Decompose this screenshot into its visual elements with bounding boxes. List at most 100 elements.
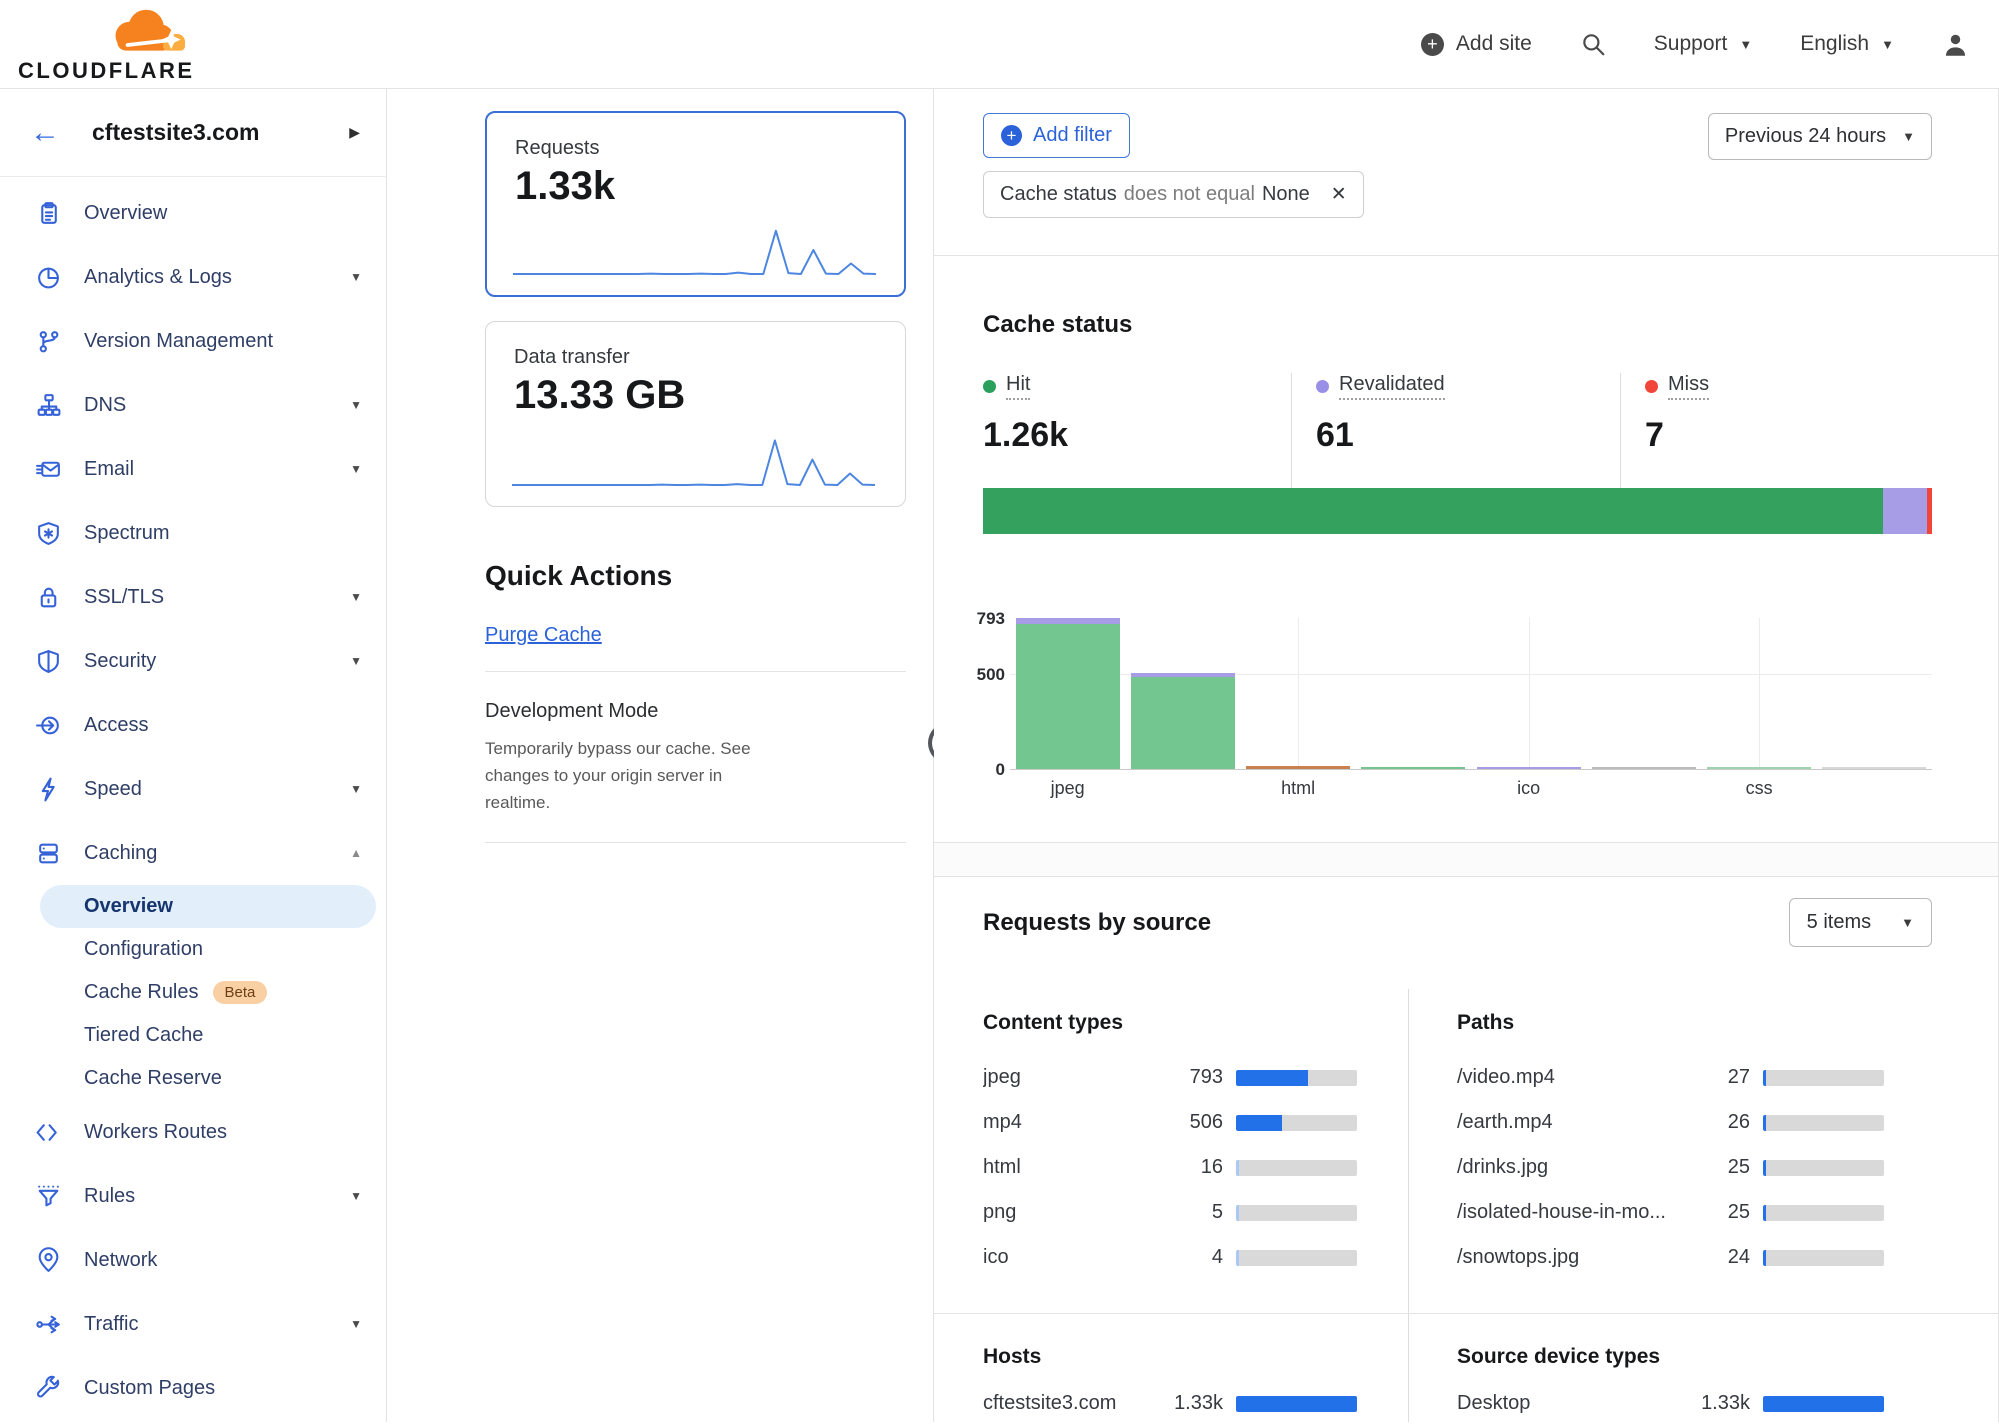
add-filter-button[interactable]: + Add filter <box>983 113 1130 158</box>
chart-bar-unlabeled[interactable] <box>1361 767 1466 769</box>
sidebar-item-label: Traffic <box>84 1312 139 1335</box>
sidebar-subitem-label: Cache Rules <box>84 981 199 1003</box>
source-device-types-title: Source device types <box>1457 1345 1661 1368</box>
sidebar-item-spectrum[interactable]: Spectrum <box>0 501 386 565</box>
data-transfer-metric-card[interactable]: Data transfer 13.33 GB <box>485 321 906 507</box>
sidebar-item-speed[interactable]: Speed ▼ <box>0 757 386 821</box>
x-axis-tick <box>1586 778 1701 799</box>
sidebar-subitem-cache-reserve[interactable]: Cache Reserve <box>40 1057 376 1100</box>
site-switcher-chevron-icon[interactable]: ▶ <box>349 124 360 140</box>
development-mode-description: Temporarily bypass our cache. See change… <box>485 739 751 812</box>
sidebar-item-custom-pages[interactable]: Custom Pages <box>0 1356 386 1420</box>
user-icon[interactable] <box>1942 31 1969 58</box>
sidebar-subitem-overview[interactable]: Overview <box>40 885 376 928</box>
sidebar-item-workers-routes[interactable]: Workers Routes <box>0 1100 386 1164</box>
content-type-row: mp4 506 <box>983 1100 1357 1145</box>
caret-down-icon: ▼ <box>350 398 362 412</box>
sidebar-item-email[interactable]: Email ▼ <box>0 437 386 501</box>
sidebar-item-network[interactable]: Network <box>0 1228 386 1292</box>
content-type-value: 5 <box>1211 1201 1223 1223</box>
data-transfer-value: 13.33 GB <box>514 373 686 417</box>
chart-bar-slot <box>1241 618 1356 769</box>
chart-bar-jpeg[interactable] <box>1015 618 1120 769</box>
remove-filter-icon[interactable]: ✕ <box>1330 184 1347 205</box>
divider <box>934 255 1998 256</box>
path-bar-track <box>1763 1114 1884 1131</box>
sidebar-subitem-cache-rules[interactable]: Cache Rules Beta <box>40 971 376 1014</box>
path-label: /drinks.jpg <box>1457 1156 1549 1178</box>
chart-bar-html[interactable] <box>1246 766 1351 769</box>
content-type-label: ico <box>983 1246 1009 1268</box>
filter-chip[interactable]: Cache status does not equal None ✕ <box>983 171 1364 218</box>
divider <box>485 671 906 672</box>
stat-value: 7 <box>1645 416 1664 454</box>
top-header: CLOUDFLARE + Add site Support ▼ English … <box>0 0 1999 89</box>
time-range-dropdown[interactable]: Previous 24 hours ▼ <box>1707 113 1932 160</box>
path-label: /earth.mp4 <box>1457 1111 1553 1133</box>
filter-chip-value: None <box>1261 183 1310 205</box>
search-icon[interactable] <box>1580 31 1606 57</box>
host-value: 1.33k <box>1174 1392 1223 1414</box>
analytics-icon <box>33 264 63 291</box>
device-value: 1.33k <box>1701 1392 1750 1414</box>
path-value: 26 <box>1727 1111 1750 1133</box>
sidebar-item-analytics-logs[interactable]: Analytics & Logs ▼ <box>0 245 386 309</box>
sidebar-item-caching[interactable]: Caching ▲ <box>0 821 386 885</box>
divider <box>934 1313 1998 1314</box>
sidebar-subitem-label: Cache Reserve <box>84 1067 222 1089</box>
chart-bar-unlabeled[interactable] <box>1822 767 1927 769</box>
x-axis-tick <box>1817 778 1932 799</box>
caret-down-icon: ▼ <box>1901 915 1914 930</box>
content-type-row: jpeg 793 <box>983 1055 1357 1100</box>
language-menu[interactable]: English ▼ <box>1800 32 1894 56</box>
sidebar-item-label: Email <box>84 457 135 480</box>
legend-dot-hit <box>983 380 996 393</box>
content-type-value: 506 <box>1189 1111 1223 1133</box>
content-type-row: ico 4 <box>983 1235 1357 1280</box>
sidebar-item-version-management[interactable]: Version Management <box>0 309 386 373</box>
filter-chip-operator: does not equal <box>1123 183 1255 205</box>
chart-bar-slot <box>1010 618 1125 769</box>
sidebar-item-label: Security <box>84 649 157 672</box>
purge-cache-link[interactable]: Purge Cache <box>485 624 602 646</box>
sidebar-item-label: Custom Pages <box>84 1376 216 1399</box>
caret-down-icon: ▼ <box>1881 36 1894 52</box>
add-site-button[interactable]: + Add site <box>1420 32 1532 56</box>
sidebar-item-overview[interactable]: Overview <box>0 181 386 245</box>
chart-bar-unlabeled[interactable] <box>1130 672 1235 769</box>
rules-icon <box>33 1183 63 1210</box>
bar-segment-hit <box>1361 767 1466 769</box>
chart-plot-area <box>1010 618 1932 770</box>
path-bar-track <box>1763 1204 1884 1221</box>
requests-metric-card[interactable]: Requests 1.33k <box>485 111 906 297</box>
back-arrow-icon[interactable]: ← <box>30 115 60 149</box>
sidebar-item-security[interactable]: Security ▼ <box>0 629 386 693</box>
cache-status-title: Cache status <box>983 311 1133 338</box>
sidebar-item-rules[interactable]: Rules ▼ <box>0 1164 386 1228</box>
sidebar-subitem-configuration[interactable]: Configuration <box>40 928 376 971</box>
caret-down-icon: ▼ <box>350 1189 362 1203</box>
path-row: /video.mp4 27 <box>1457 1055 1884 1100</box>
chart-bar-css[interactable] <box>1707 767 1812 769</box>
sidebar-item-ssl-tls[interactable]: SSL/TLS ▼ <box>0 565 386 629</box>
sidebar-subitem-tiered-cache[interactable]: Tiered Cache <box>40 1014 376 1057</box>
sidebar-item-access[interactable]: Access <box>0 693 386 757</box>
chart-bar-ico[interactable] <box>1476 767 1581 769</box>
content-type-label: jpeg <box>983 1066 1021 1088</box>
caret-down-icon: ▼ <box>350 270 362 284</box>
add-site-label: Add site <box>1455 32 1532 55</box>
chart-bar-unlabeled[interactable] <box>1591 767 1696 769</box>
sidebar-item-traffic[interactable]: Traffic ▼ <box>0 1292 386 1356</box>
support-menu[interactable]: Support ▼ <box>1654 32 1752 56</box>
content-type-bar-fill <box>1236 1204 1239 1221</box>
host-bar-track <box>1236 1395 1357 1412</box>
bar-segment-revalidated <box>1130 672 1235 678</box>
content-type-bar-track <box>1236 1114 1357 1131</box>
items-count-dropdown[interactable]: 5 items ▼ <box>1788 898 1932 947</box>
sidebar-item-label: Analytics & Logs <box>84 265 232 288</box>
chart-bar-slot <box>1817 618 1932 769</box>
sidebar-item-label: SSL/TLS <box>84 585 165 608</box>
plus-circle-icon: + <box>1420 32 1444 56</box>
sidebar-item-dns[interactable]: DNS ▼ <box>0 373 386 437</box>
sidebar-nav: Overview Analytics & Logs ▼ Version Managem… <box>0 177 386 1420</box>
